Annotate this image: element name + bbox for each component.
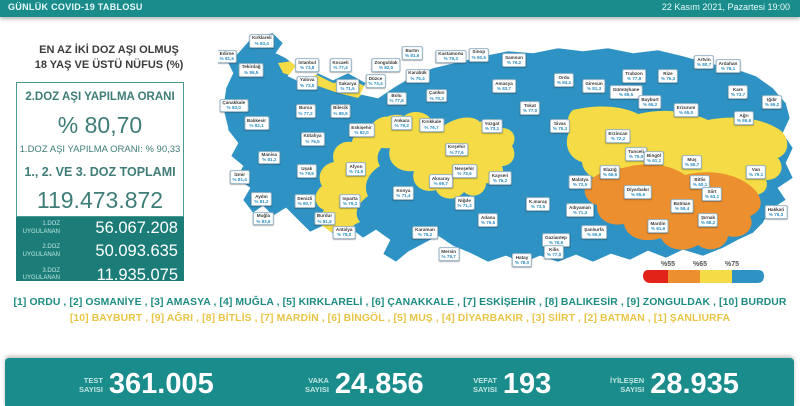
svg-text:%75: %75 [725, 261, 739, 268]
svg-text:%55: %55 [661, 261, 675, 268]
svg-text:%65: %65 [693, 261, 707, 268]
